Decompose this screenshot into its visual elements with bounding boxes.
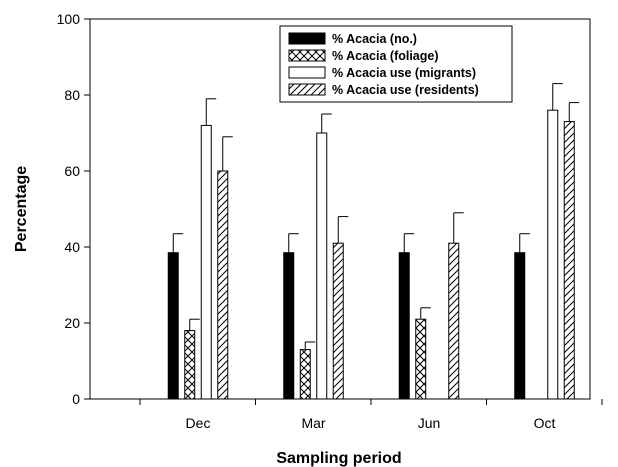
x-axis-title: Sampling period [276,450,401,467]
bar-crosshatch-jun [415,318,427,400]
bar-open-oct [547,109,559,400]
y-tick-label: 0 [72,391,80,407]
y-tick-label: 80 [64,87,80,103]
bar-diagonal-oct [563,121,575,400]
bar-open-dec [200,124,212,400]
x-tick-label: Oct [534,415,556,431]
legend-label: % Acacia use (migrants) [332,66,476,80]
bar-open-mar [316,132,328,400]
y-axis-title: Percentage [13,166,30,252]
legend-label: % Acacia (no.) [332,32,417,46]
y-tick-label: 100 [57,11,81,27]
bar-crosshatch-dec [184,330,196,400]
y-tick-label: 20 [64,315,80,331]
y-tick-label: 60 [64,163,80,179]
bar-solid-jun [398,252,410,400]
legend-swatch-crosshatch [288,49,326,62]
y-tick-label: 40 [64,239,80,255]
bar-solid-dec [167,252,179,400]
bar-solid-oct [514,252,526,400]
x-tick-label: Jun [418,415,441,431]
x-tick-label: Dec [186,415,211,431]
bar-solid-mar [283,252,295,400]
legend-swatch-open [288,66,326,79]
bar-diagonal-jun [448,242,460,400]
bar-diagonal-mar [332,242,344,400]
legend-label: % Acacia (foliage) [332,49,439,63]
bar-crosshatch-mar [299,349,311,400]
legend-label: % Acacia use (residents) [332,83,479,97]
x-tick-label: Mar [301,415,325,431]
bar-diagonal-dec [217,170,229,400]
legend-swatch-solid [288,32,326,45]
legend-swatch-diagonal [288,83,326,96]
